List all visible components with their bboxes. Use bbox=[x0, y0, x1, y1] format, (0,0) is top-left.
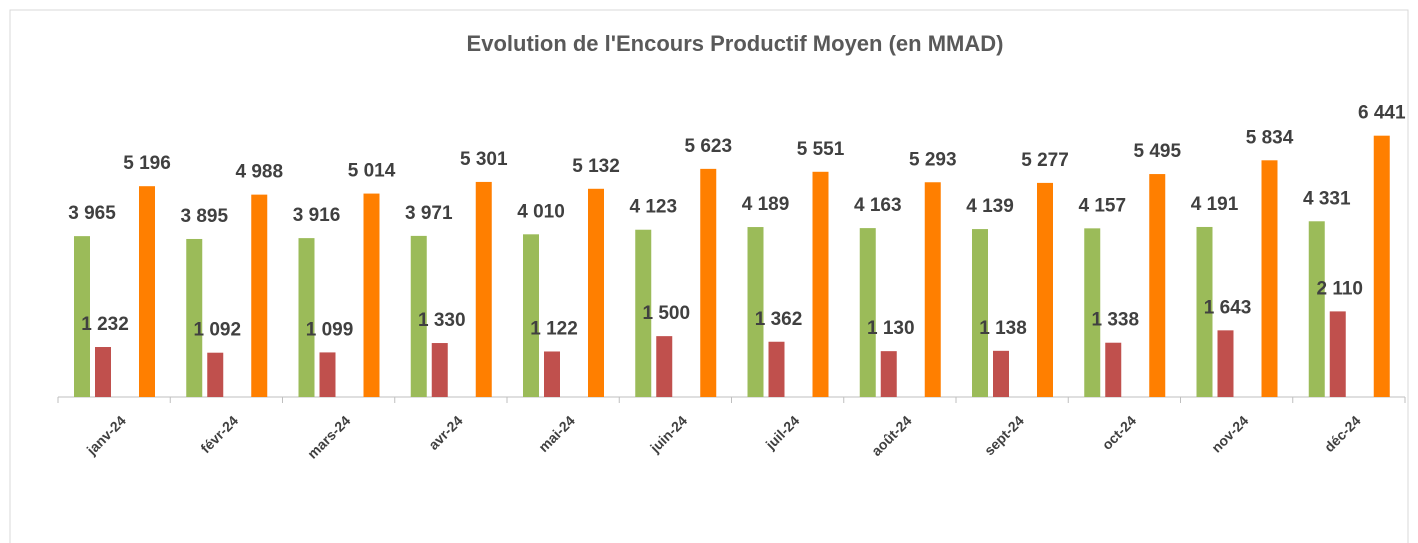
bar bbox=[1084, 228, 1101, 397]
value-label: 4 123 bbox=[629, 197, 677, 218]
value-label: 5 301 bbox=[460, 149, 508, 170]
bar bbox=[523, 234, 539, 397]
value-label: 5 014 bbox=[348, 161, 396, 182]
bar bbox=[95, 347, 111, 397]
bar bbox=[207, 352, 224, 397]
bar bbox=[700, 168, 717, 397]
value-label: 1 232 bbox=[81, 314, 129, 335]
value-label: 2 110 bbox=[1317, 278, 1364, 299]
value-label: 1 092 bbox=[193, 320, 241, 341]
value-label: 5 551 bbox=[797, 139, 845, 160]
bar bbox=[1105, 342, 1122, 397]
value-label: 1 643 bbox=[1204, 297, 1252, 318]
value-label: 4 163 bbox=[854, 195, 902, 216]
bar bbox=[1373, 135, 1390, 397]
value-label: 4 010 bbox=[517, 201, 565, 222]
bar bbox=[319, 352, 336, 397]
value-label: 5 623 bbox=[684, 136, 732, 157]
value-label: 4 988 bbox=[235, 162, 283, 183]
value-label: 1 138 bbox=[979, 318, 1027, 339]
bar bbox=[1217, 330, 1234, 397]
value-label: 5 293 bbox=[909, 149, 957, 170]
value-label: 6 441 bbox=[1358, 103, 1406, 124]
value-label: 3 971 bbox=[405, 203, 453, 224]
value-label: 1 099 bbox=[306, 319, 354, 340]
value-label: 4 189 bbox=[742, 194, 790, 215]
bar bbox=[1149, 174, 1166, 397]
bar bbox=[747, 227, 764, 397]
bar bbox=[298, 238, 315, 397]
bar bbox=[139, 186, 155, 397]
bar bbox=[186, 238, 203, 397]
value-label: 3 895 bbox=[180, 206, 228, 227]
value-label: 1 362 bbox=[755, 309, 803, 330]
value-label: 1 338 bbox=[1091, 310, 1139, 331]
value-label: 5 834 bbox=[1246, 127, 1294, 148]
value-label: 4 139 bbox=[966, 196, 1014, 217]
bar bbox=[993, 350, 1009, 397]
bar bbox=[924, 182, 941, 397]
value-label: 5 132 bbox=[572, 156, 620, 177]
bar bbox=[812, 171, 829, 397]
bar bbox=[363, 193, 380, 397]
bar bbox=[1308, 221, 1325, 397]
bar bbox=[972, 229, 988, 397]
value-label: 5 196 bbox=[123, 153, 171, 174]
chart-title: Evolution de l'Encours Productif Moyen (… bbox=[467, 31, 1004, 56]
value-label: 5 495 bbox=[1133, 141, 1181, 162]
bar bbox=[74, 236, 90, 397]
bar bbox=[588, 188, 604, 397]
bar bbox=[1261, 160, 1278, 397]
bar bbox=[880, 351, 897, 397]
bar bbox=[1037, 182, 1053, 397]
value-label: 1 130 bbox=[867, 318, 915, 339]
bar bbox=[1196, 226, 1213, 397]
value-label: 4 331 bbox=[1303, 188, 1351, 209]
value-label: 4 157 bbox=[1078, 195, 1126, 216]
bar bbox=[544, 351, 560, 397]
value-label: 3 916 bbox=[293, 205, 341, 226]
value-label: 1 122 bbox=[530, 318, 578, 339]
value-label: 5 277 bbox=[1021, 150, 1069, 171]
bar bbox=[475, 181, 492, 397]
value-label: 4 191 bbox=[1191, 194, 1239, 215]
bar bbox=[768, 341, 785, 397]
bar bbox=[251, 194, 268, 397]
bar bbox=[656, 336, 673, 397]
bar bbox=[410, 235, 427, 397]
value-label: 1 330 bbox=[418, 310, 466, 331]
value-label: 3 965 bbox=[68, 203, 116, 224]
bar bbox=[635, 229, 652, 397]
bar bbox=[431, 343, 448, 397]
bar bbox=[1329, 311, 1346, 397]
value-label: 1 500 bbox=[642, 303, 690, 324]
bar bbox=[859, 228, 876, 397]
